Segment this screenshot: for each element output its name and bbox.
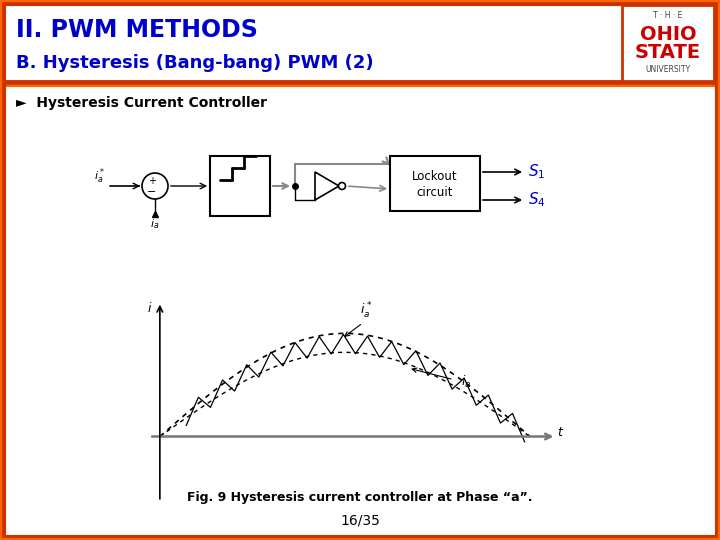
Text: $i_a$: $i_a$	[462, 374, 472, 390]
Bar	[210, 156, 270, 216]
Circle shape	[338, 183, 346, 190]
Text: $S_1$: $S_1$	[528, 163, 545, 181]
Text: circuit: circuit	[417, 186, 454, 199]
Text: −: −	[148, 187, 157, 197]
Text: II. PWM METHODS: II. PWM METHODS	[16, 18, 258, 42]
Circle shape	[142, 173, 168, 199]
Text: STATE: STATE	[635, 44, 701, 63]
Text: T · H · E: T · H · E	[653, 11, 683, 21]
Text: ►  Hysteresis Current Controller: ► Hysteresis Current Controller	[16, 96, 267, 110]
Polygon shape	[315, 172, 339, 200]
Text: Fig. 9 Hysteresis current controller at Phase “a”.: Fig. 9 Hysteresis current controller at …	[187, 490, 533, 503]
Bar	[390, 156, 480, 211]
Text: $S_4$: $S_4$	[528, 191, 546, 210]
Text: $i_a$: $i_a$	[150, 217, 160, 231]
Text: $i^*_a$: $i^*_a$	[94, 166, 106, 186]
Text: $i^*_a$: $i^*_a$	[360, 301, 372, 321]
Text: OHIO: OHIO	[639, 24, 696, 44]
Text: t: t	[557, 426, 562, 439]
Text: 16/35: 16/35	[340, 513, 380, 527]
Text: UNIVERSITY: UNIVERSITY	[645, 65, 690, 75]
Text: B. Hysteresis (Bang-bang) PWM (2): B. Hysteresis (Bang-bang) PWM (2)	[16, 54, 374, 72]
Text: Lockout: Lockout	[412, 170, 458, 183]
Text: +: +	[148, 176, 156, 186]
Text: i: i	[148, 302, 151, 315]
Bar	[4, 4, 716, 82]
Bar	[622, 5, 714, 81]
